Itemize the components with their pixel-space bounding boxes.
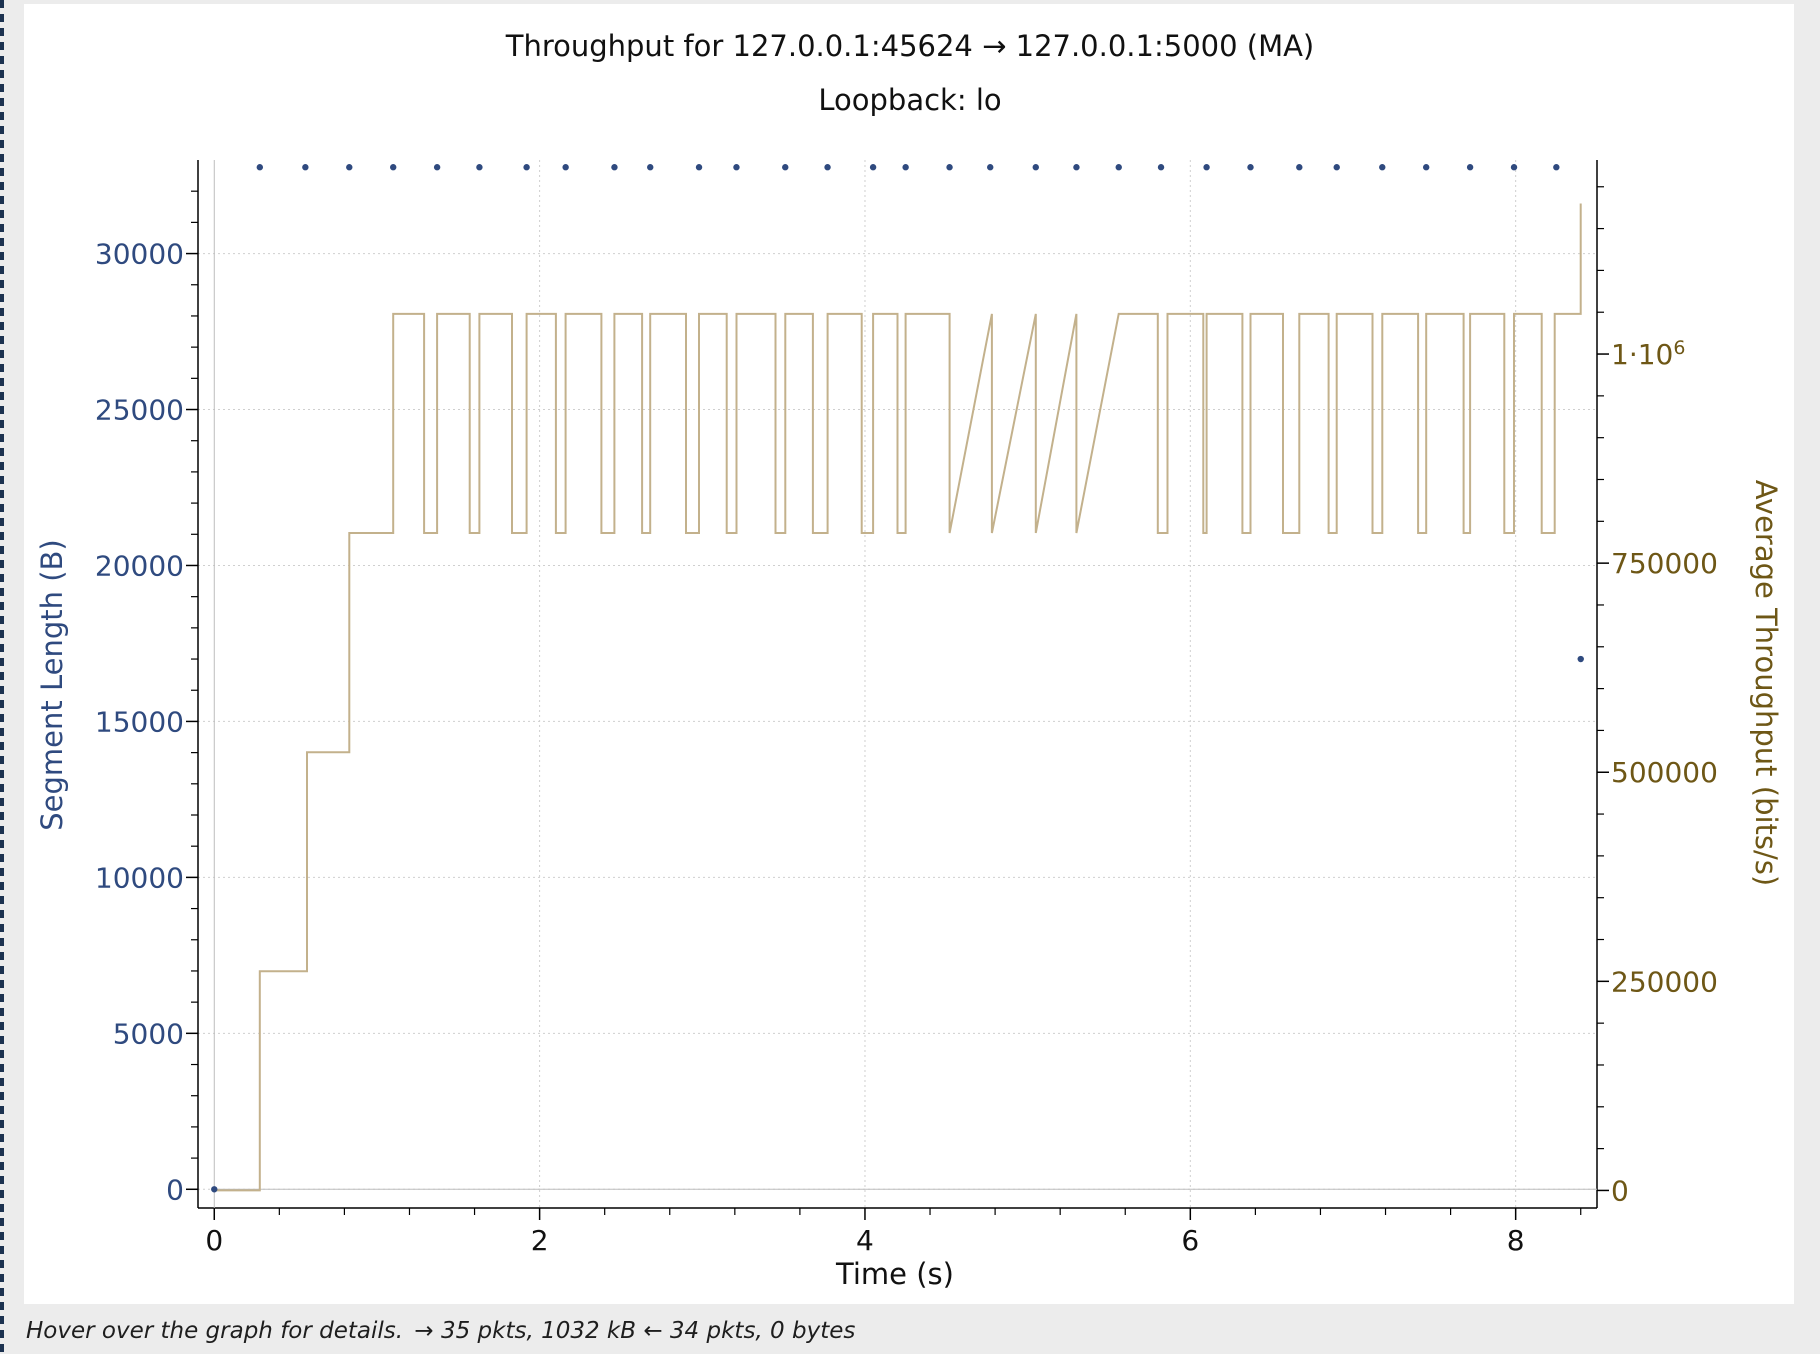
window-frame-edge	[0, 0, 4, 1354]
segment-point	[824, 164, 831, 171]
segment-point	[1577, 655, 1584, 663]
segment-point	[733, 164, 740, 171]
segment-point	[476, 164, 483, 171]
y-axis-label: Segment Length (B)	[35, 539, 69, 831]
segment-point	[1247, 164, 1254, 171]
segment-point	[946, 164, 953, 171]
segment-point	[695, 164, 703, 171]
status-bar: Hover over the graph for details. → 35 p…	[26, 1318, 1786, 1348]
segment-point	[782, 164, 789, 171]
segment-point	[1073, 164, 1080, 171]
x-tick-label: 8	[1507, 1224, 1525, 1257]
y-tick-label: 20000	[95, 549, 184, 582]
segment-point	[647, 164, 654, 171]
y-tick-label: 30000	[95, 238, 184, 271]
segment-point	[211, 1186, 218, 1193]
x-tick-label: 0	[205, 1224, 223, 1257]
y2-axis-label: Average Throughput (bits/s)	[1749, 480, 1783, 886]
x-tick-label: 6	[1181, 1224, 1199, 1257]
y-tick-label: 25000	[95, 394, 184, 427]
segment-point	[302, 164, 309, 171]
segment-point	[562, 164, 569, 171]
segment-point	[1032, 164, 1039, 171]
segment-point	[1379, 164, 1386, 171]
segment-point	[869, 164, 877, 171]
segment-point	[1157, 164, 1165, 171]
x-axis-label: Time (s)	[835, 1257, 954, 1291]
segment-point	[902, 164, 909, 171]
segment-series	[211, 164, 1584, 1193]
y2-tick-label: 1·106	[1611, 337, 1685, 371]
y2-tick-label: 250000	[1611, 965, 1718, 998]
y2-tick-exponent: 6	[1673, 337, 1685, 359]
segment-point	[1553, 164, 1560, 171]
y2-tick-label: 750000	[1611, 547, 1718, 580]
segment-point	[987, 164, 994, 171]
tick-marks	[186, 186, 1609, 1220]
segment-point	[433, 164, 441, 171]
segment-point	[346, 164, 353, 171]
y2-tick-label: 500000	[1611, 756, 1718, 789]
segment-point	[523, 164, 530, 171]
segment-point	[1510, 164, 1518, 171]
tick-labels: 0 2 4 6 8 0 5000 10000 15000 20000 25000 30000 0 2500…	[95, 238, 1718, 1257]
segment-point	[256, 164, 264, 171]
graph-canvas[interactable]	[24, 4, 1794, 1304]
x-tick-label: 4	[856, 1224, 874, 1257]
throughput-series	[214, 203, 1582, 1192]
status-hover-hint: Hover over the graph for details.	[26, 1318, 404, 1344]
segment-point	[1115, 164, 1122, 171]
y-tick-label: 5000	[113, 1017, 184, 1050]
segment-point	[1296, 164, 1303, 171]
y-tick-label: 10000	[95, 861, 184, 894]
chart-subtitle: Loopback: lo	[818, 83, 1001, 117]
y-tick-label: 0	[166, 1173, 184, 1206]
y-tick-label: 15000	[95, 705, 184, 738]
chart-title: Throughput for 127.0.0.1:45624 → 127.0.0…	[505, 29, 1315, 63]
segment-point	[390, 164, 397, 171]
status-packet-counts: → 35 pkts, 1032 kB ← 34 pkts, 0 bytes	[414, 1318, 856, 1344]
segment-point	[1466, 164, 1474, 171]
x-tick-label: 2	[531, 1224, 549, 1257]
segment-point	[611, 164, 618, 171]
segment-point	[1203, 164, 1210, 171]
segment-point	[1422, 164, 1430, 171]
throughput-line	[214, 203, 1582, 1192]
y2-tick-label: 0	[1611, 1174, 1629, 1207]
segment-point	[1333, 164, 1340, 171]
